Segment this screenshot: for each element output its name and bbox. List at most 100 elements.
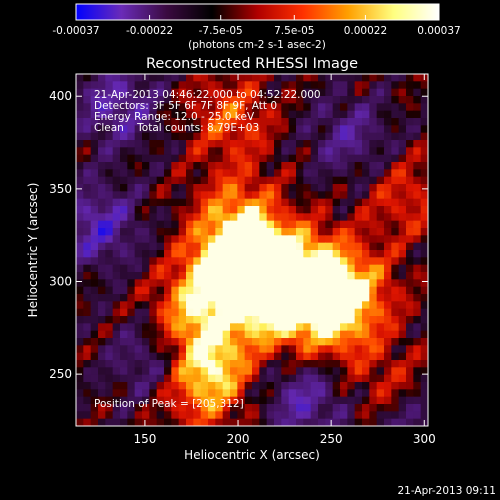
heatmap-cell [208,154,216,163]
heatmap-cell [208,140,216,148]
heatmap-cell [310,367,319,376]
heatmap-cell [303,367,312,376]
heatmap-cell [98,418,106,426]
heatmap-cell [134,264,143,273]
heatmap-cell [105,396,114,405]
heatmap-cell [406,396,414,405]
heatmap-cell [244,404,253,412]
heatmap-cell [178,118,187,126]
heatmap-cell [340,389,348,398]
heatmap-cell [112,250,121,258]
heatmap-cell [200,382,209,390]
heatmap-cell [112,118,121,126]
heatmap-cell [105,374,114,383]
heatmap-cell [193,250,202,258]
heatmap-cell [288,103,297,112]
heatmap-cell [178,404,187,412]
heatmap-cell [222,147,231,156]
heatmap-cell [266,330,275,339]
annotation-detectors: Detectors: 3F 5F 6F 7F 8F 9F, Att 0 [94,100,277,112]
heatmap-cell [178,74,187,82]
heatmap-cell [244,360,253,368]
heatmap-cell [391,279,400,288]
heatmap-cell [340,96,348,104]
heatmap-cell [303,418,312,426]
heatmap-cell [222,162,231,170]
heatmap-cell [332,198,341,207]
heatmap-cell [208,81,216,90]
heatmap-cell [318,228,326,236]
heatmap-cell [186,162,194,170]
heatmap-cell [259,242,268,251]
heatmap-cell [303,103,312,112]
heatmap-cell [420,96,428,104]
heatmap-cell [332,140,341,148]
colorbar-tick-label: -7.5e-05 [199,25,243,37]
heatmap-cell [244,103,253,112]
heatmap-cell [252,308,260,317]
heatmap-cell [222,96,231,104]
heatmap-cell [76,352,84,361]
heatmap-cell [296,316,304,324]
heatmap-cell [244,301,253,310]
heatmap-cell [222,228,231,236]
heatmap-cell [200,360,209,368]
heatmap-cell [376,220,385,229]
heatmap-cell [76,206,84,214]
heatmap-cell [274,96,282,104]
heatmap-cell [274,176,282,185]
heatmap-cell [222,81,231,90]
heatmap-cell [134,396,143,405]
heatmap-cell [127,154,136,163]
heatmap-cell [178,418,187,426]
heatmap-cell [303,176,312,185]
heatmap-cell [105,184,114,192]
heatmap-cell [391,352,400,361]
heatmap-cell [83,374,92,383]
heatmap-cell [362,103,370,112]
heatmap-cell [354,264,363,273]
heatmap-cell [376,154,385,163]
heatmap-cell [369,191,378,200]
heatmap-cell [413,220,422,229]
heatmap-cell [340,330,348,339]
heatmap-cell [230,206,238,214]
heatmap-cell [413,411,422,420]
heatmap-cell [149,176,158,185]
heatmap-cell [200,162,209,170]
heatmap-cell [281,316,290,324]
heatmap-cell [222,330,231,339]
heatmap-cell [318,147,326,156]
heatmap-cell [303,242,312,251]
heatmap-cell [252,338,260,346]
heatmap-cell [142,235,150,244]
heatmap-cell [406,374,414,383]
heatmap-cell [362,140,370,148]
heatmap-cell [274,330,282,339]
heatmap-cell [142,323,150,332]
heatmap-cell [200,118,209,126]
heatmap-cell [296,140,304,148]
heatmap-cell [215,382,224,390]
heatmap-cell [318,367,326,376]
heatmap-cell [222,242,231,251]
heatmap-cell [259,352,268,361]
heatmap-cell [222,367,231,376]
heatmap-cell [362,294,370,302]
heatmap-cell [186,81,194,90]
heatmap-cell [325,96,334,104]
heatmap-cell [398,154,407,163]
heatmap-cell [164,162,172,170]
heatmap-cell [347,140,356,148]
heatmap-cell [156,132,165,141]
heatmap-cell [398,272,407,280]
heatmap-cell [222,125,231,134]
heatmap-cell [413,191,422,200]
heatmap-cell [149,323,158,332]
heatmap-cell [259,162,268,170]
heatmap-cell [134,132,143,141]
heatmap-cell [120,147,128,156]
heatmap-cell [178,279,187,288]
heatmap-cell [369,198,378,207]
heatmap-cell [420,316,428,324]
